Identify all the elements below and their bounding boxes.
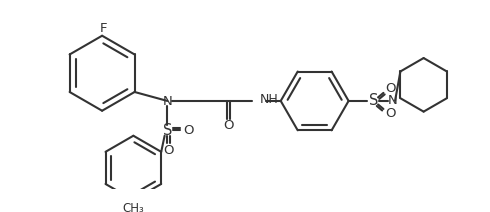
Text: O: O (385, 82, 396, 95)
Text: S: S (369, 93, 378, 108)
Text: O: O (183, 124, 194, 137)
Text: N: N (162, 95, 172, 108)
Text: N: N (388, 94, 397, 107)
Text: CH₃: CH₃ (122, 202, 144, 212)
Text: O: O (223, 119, 233, 132)
Text: O: O (385, 107, 396, 120)
Text: F: F (100, 22, 108, 35)
Text: S: S (163, 123, 172, 138)
Text: O: O (163, 144, 173, 158)
Text: NH: NH (259, 93, 278, 106)
